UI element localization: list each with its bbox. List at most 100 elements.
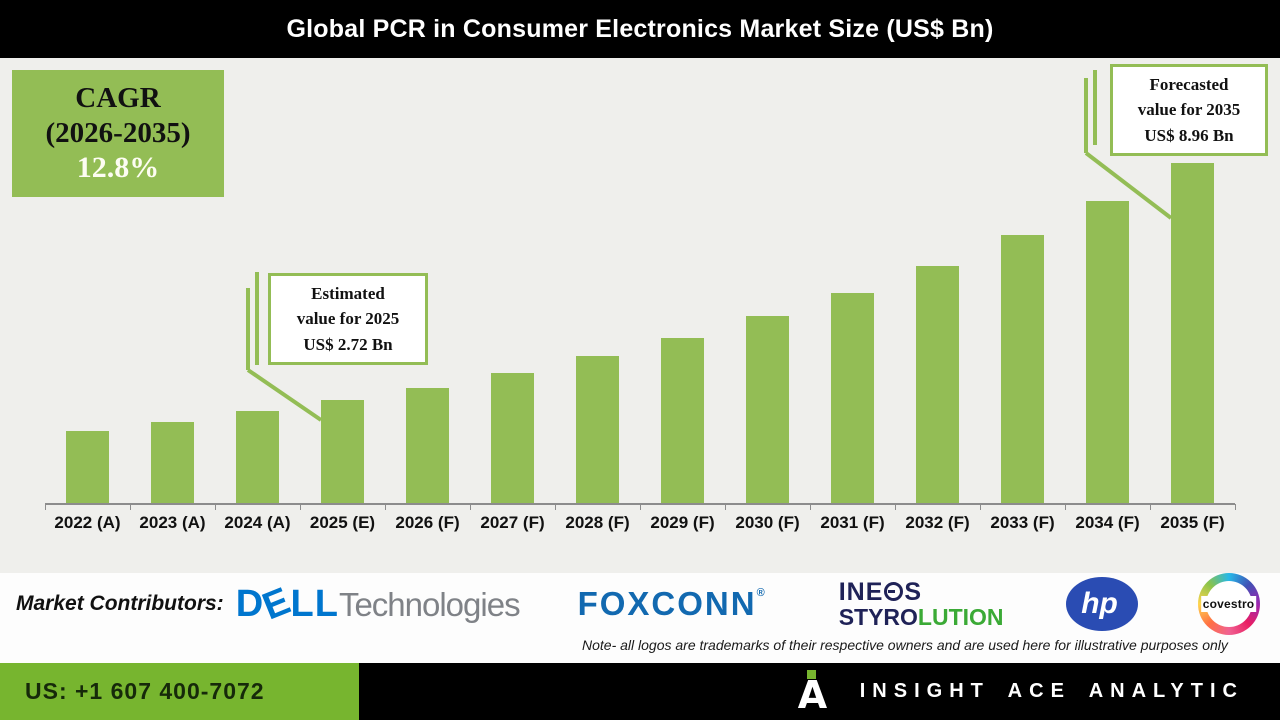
axis-tick — [300, 504, 301, 510]
bar-plot — [45, 58, 1235, 503]
bar-slot-2025-e- — [300, 58, 385, 503]
cagr-period: (2026-2035) — [45, 116, 191, 149]
axis-tick — [980, 504, 981, 510]
bar-slot-2032-f- — [895, 58, 980, 503]
bar-slot-2030-f- — [725, 58, 810, 503]
cagr-value: 12.8% — [76, 151, 160, 185]
bar-2027-f- — [491, 373, 534, 503]
x-label-2034-f-: 2034 (F) — [1075, 513, 1140, 532]
contributors-row: Market Contributors: DELL Technologies F… — [0, 573, 1280, 635]
axis-tick — [555, 504, 556, 510]
bar-2029-f- — [661, 338, 704, 503]
foxconn-logo: FOXCONN ® — [578, 585, 767, 623]
x-label-2030-f-: 2030 (F) — [735, 513, 800, 532]
bar-slot-2029-f- — [640, 58, 725, 503]
callout-estimated-2025: Estimated value for 2025 US$ 2.72 Bn — [268, 273, 428, 365]
callout-estimated-line2: value for 2025 — [296, 309, 400, 329]
x-label-2025-e-: 2025 (E) — [309, 513, 376, 532]
x-label-2024-a-: 2024 (A) — [224, 513, 291, 532]
hp-wordmark: hp — [1081, 587, 1118, 620]
bar-slot-2031-f- — [810, 58, 895, 503]
axis-tick — [725, 504, 726, 510]
dell-wordmark: DELL — [235, 579, 339, 628]
x-axis-labels: 2022 (A) 2023 (A) 2024 (A) 2025 (E) 2026 (F)… — [45, 513, 1235, 533]
x-label-2029-f-: 2029 (F) — [650, 513, 715, 532]
axis-tick — [215, 504, 216, 510]
dell-technologies-logo: DELL Technologies — [235, 579, 521, 628]
footer-bar: US: +1 607 400-7072 A INSIGHT ACE ANALYT… — [0, 663, 1280, 720]
bar-slot-2024-a- — [215, 58, 300, 503]
x-label-2031-f-: 2031 (F) — [820, 513, 885, 532]
axis-tick — [1065, 504, 1066, 510]
phone-box: US: +1 607 400-7072 — [0, 663, 359, 720]
bar-2033-f- — [1001, 235, 1044, 503]
covestro-logo: covestro — [1196, 573, 1262, 635]
x-label-2028-f-: 2028 (F) — [565, 513, 630, 532]
insight-ace-logo-icon: A — [797, 669, 834, 717]
bar-slot-2022-a- — [45, 58, 130, 503]
logo-a-glyph: A — [797, 672, 828, 717]
bar-slot-2023-a- — [130, 58, 215, 503]
bar-slot-2027-f- — [470, 58, 555, 503]
foxconn-wordmark: FOXCONN — [577, 585, 757, 622]
bar-slot-2033-f- — [980, 58, 1065, 503]
bar-slot-2026-f- — [385, 58, 470, 503]
x-label-2033-f-: 2033 (F) — [990, 513, 1055, 532]
axis-tick — [1235, 504, 1236, 510]
bar-2032-f- — [916, 266, 959, 503]
axis-tick — [130, 504, 131, 510]
brand-name: INSIGHT ACE ANALYTIC — [859, 680, 1244, 702]
x-label-2027-f-: 2027 (F) — [480, 513, 545, 532]
callout-estimated-line1: Estimated — [311, 283, 385, 303]
styrolution-wordmark: STYROLUTION — [838, 604, 1004, 631]
bar-2030-f- — [746, 316, 789, 503]
bar-slot-2035-f- — [1150, 58, 1235, 503]
axis-tick — [895, 504, 896, 510]
callout-forecasted-line1: Forecasted — [1149, 74, 1229, 94]
axis-tick — [1150, 504, 1151, 510]
callout-forecasted-2035: Forecasted value for 2035 US$ 8.96 Bn — [1110, 64, 1268, 156]
bar-2024-a- — [236, 411, 279, 503]
callout-estimated-value: US$ 2.72 Bn — [303, 334, 393, 354]
axis-tick — [385, 504, 386, 510]
axis-tick — [640, 504, 641, 510]
cagr-badge: CAGR (2026-2035) 12.8% — [12, 70, 224, 197]
callout-forecasted-line2: value for 2035 — [1137, 100, 1241, 120]
x-label-2026-f-: 2026 (F) — [395, 513, 460, 532]
hp-logo: hp — [1065, 577, 1138, 631]
bar-2028-f- — [576, 356, 619, 503]
x-label-2023-a-: 2023 (A) — [139, 513, 206, 532]
bar-2031-f- — [831, 293, 874, 503]
trademark-note: Note- all logos are trademarks of their … — [582, 637, 1228, 653]
bar-2026-f- — [406, 388, 449, 503]
x-label-2035-f-: 2035 (F) — [1160, 513, 1225, 532]
bar-2025-e- — [321, 400, 364, 503]
ineos-styrolution-logo: INE S STYROLUTION — [838, 577, 1004, 631]
ineos-o-icon — [884, 582, 904, 602]
chart-area: CAGR (2026-2035) 12.8% 2022 (A) 2023 (A) 2… — [0, 58, 1280, 573]
contributors-strip: Market Contributors: DELL Technologies F… — [0, 573, 1280, 663]
bar-2023-a- — [151, 422, 194, 503]
logo-green-square — [806, 669, 816, 679]
ineos-wordmark: INE S — [838, 577, 923, 606]
cagr-label: CAGR — [75, 81, 161, 114]
axis-tick — [45, 504, 46, 510]
axis-tick — [470, 504, 471, 510]
bar-2035-f- — [1171, 163, 1214, 503]
bar-2034-f- — [1086, 201, 1129, 503]
x-label-2032-f-: 2032 (F) — [905, 513, 970, 532]
x-label-2022-a-: 2022 (A) — [54, 513, 121, 532]
contributors-label: Market Contributors: — [16, 592, 224, 615]
axis-tick — [810, 504, 811, 510]
covestro-wordmark: covestro — [1200, 596, 1257, 612]
x-axis-ticks — [45, 504, 1236, 510]
bar-slot-2034-f- — [1065, 58, 1150, 503]
phone-number: US: +1 607 400-7072 — [25, 678, 265, 704]
callout-forecasted-value: US$ 8.96 Bn — [1144, 125, 1234, 145]
brand-group: A INSIGHT ACE ANALYTIC — [798, 663, 1244, 720]
bar-slot-2028-f- — [555, 58, 640, 503]
title-bar: Global PCR in Consumer Electronics Marke… — [0, 0, 1280, 58]
bar-2022-a- — [66, 431, 109, 503]
page-title: Global PCR in Consumer Electronics Marke… — [286, 14, 994, 43]
registered-trademark-icon: ® — [756, 587, 767, 599]
